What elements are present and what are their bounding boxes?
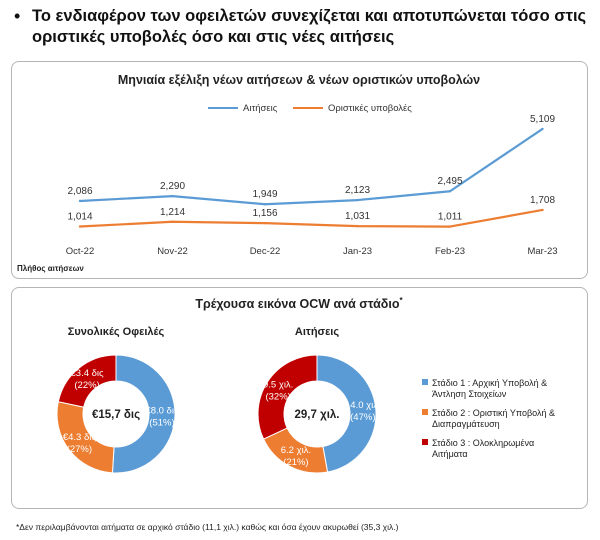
donut-title-ofeiles: Συνολικές Οφειλές	[68, 326, 165, 338]
data-label: 1,031	[345, 211, 370, 222]
donut-section-title: Τρέχουσα εικόνα OCW ανά στάδιο*	[195, 296, 403, 311]
donut-slice	[257, 354, 318, 440]
data-label: 2,086	[67, 186, 92, 197]
line-chart-footer-label: Πλήθος αιτήσεων	[17, 264, 84, 273]
slice-value-label: €3.4 δις	[71, 368, 105, 379]
donut-center-label: €15,7 δις	[92, 409, 140, 421]
data-label: 5,109	[530, 114, 555, 125]
data-label: 2,290	[160, 181, 185, 192]
stage-legend-label: Διαπραγμάτευση	[432, 419, 500, 429]
slice-value-label: 9.5 χιλ.	[263, 379, 293, 390]
stage-legend-label: Άντληση Στοιχείων	[432, 389, 507, 399]
headline-line-1: Το ενδιαφέρον των οφειλετών συνεχίζεται …	[32, 7, 587, 25]
line-chart-title: Μηνιαία εξέλιξη νέων αιτήσεων & νέων ορι…	[118, 73, 480, 87]
data-label: 1,156	[252, 208, 277, 219]
legend-label-oristikes: Οριστικές υποβολές	[328, 103, 412, 114]
slice-pct-label: (47%)	[350, 412, 375, 423]
data-point	[356, 224, 359, 228]
donut-slice	[57, 354, 117, 408]
donut-charts: Τρέχουσα εικόνα OCW ανά στάδιο* Συνολικέ…	[56, 296, 555, 474]
data-point	[78, 199, 82, 203]
headline: • Το ενδιαφέρον των οφειλετών συνεχίζετα…	[14, 6, 594, 48]
line-chart-plot: Oct-22 Nov-22 Dec-22 Jan-23 Feb-23 Mar-23 2,08…	[66, 114, 558, 257]
line-chart-panel: Μηνιαία εξέλιξη νέων αιτήσεων & νέων ορι…	[11, 61, 588, 279]
data-label: 1,949	[252, 189, 277, 200]
slice-pct-label: (51%)	[149, 417, 174, 428]
data-point	[171, 220, 174, 223]
slice-pct-label: (32%)	[265, 391, 290, 402]
series-line-aitiseis	[79, 128, 544, 206]
data-point	[78, 225, 82, 228]
headline-line-2: οριστικές υποβολές όσο και στις νέες αιτ…	[32, 28, 395, 46]
x-tick-label: Oct-22	[66, 246, 95, 257]
data-label: 1,708	[530, 195, 555, 206]
slice-pct-label: (27%)	[67, 444, 92, 455]
data-label: 1,011	[438, 212, 463, 223]
donut-slice	[111, 354, 176, 474]
stage-legend-label: Στάδιο 1 : Αρχική Υποβολή &	[432, 378, 547, 388]
line-chart: Μηνιαία εξέλιξη νέων αιτήσεων & νέων ορι…	[17, 73, 558, 273]
slice-value-label: 14.0 χιλ.	[345, 400, 381, 411]
slice-pct-label: (22%)	[74, 380, 99, 391]
x-tick-label: Dec-22	[250, 246, 281, 257]
slice-value-label: €8.0 δις	[145, 405, 179, 416]
donut-slice	[316, 354, 377, 473]
headline-bullet: •	[14, 6, 21, 26]
stage-legend: Στάδιο 1 : Αρχική Υποβολή &Άντληση Στοιχ…	[422, 378, 555, 459]
donut-center-label: 29,7 χιλ.	[295, 409, 340, 421]
donut-plot: €8.0 δις(51%) €4.3 δις(27%) €3.4 δις(22%) €…	[56, 354, 381, 474]
series-line-oristikes	[79, 208, 543, 228]
data-point	[263, 203, 267, 206]
stage-legend-label: Αιτήματα	[432, 449, 468, 459]
data-point	[171, 194, 174, 198]
stage-legend-label: Στάδιο 3 : Ολοκληρωμένα	[432, 438, 534, 448]
x-tick-label: Nov-22	[157, 246, 188, 257]
data-label: 2,495	[437, 176, 462, 187]
data-label: 1,014	[67, 212, 92, 223]
data-point	[448, 190, 452, 193]
line-chart-legend: Αιτήσεις Οριστικές υποβολές	[208, 103, 412, 114]
data-label: 2,123	[345, 185, 370, 196]
headline-text: Το ενδιαφέρον των οφειλετών συνεχίζεται …	[32, 6, 586, 48]
stage-legend-swatch	[422, 379, 428, 385]
data-label: 1,214	[160, 207, 185, 218]
stage-legend-swatch	[422, 409, 428, 415]
stage-legend-label: Στάδιο 2 : Οριστική Υποβολή &	[432, 408, 555, 418]
data-point	[356, 198, 359, 202]
slice-pct-label: (21%)	[283, 457, 308, 468]
slice-value-label: 6.2 χιλ.	[281, 445, 311, 456]
data-point	[263, 221, 267, 225]
data-point	[448, 225, 452, 228]
data-point	[541, 208, 544, 212]
data-point	[541, 127, 544, 131]
slice-value-label: €4.3 δις	[63, 432, 97, 443]
x-tick-label: Mar-23	[527, 246, 557, 257]
donut-title-aitiseis: Αιτήσεις	[295, 326, 339, 338]
stage-legend-swatch	[422, 439, 428, 445]
x-tick-label: Feb-23	[435, 246, 465, 257]
footnote: *Δεν περιλαμβάνονται αιτήματα σε αρχικό …	[16, 522, 399, 532]
donut-panel: Τρέχουσα εικόνα OCW ανά στάδιο* Συνολικέ…	[11, 287, 588, 509]
x-tick-label: Jan-23	[343, 246, 372, 257]
legend-label-aitiseis: Αιτήσεις	[243, 103, 278, 114]
